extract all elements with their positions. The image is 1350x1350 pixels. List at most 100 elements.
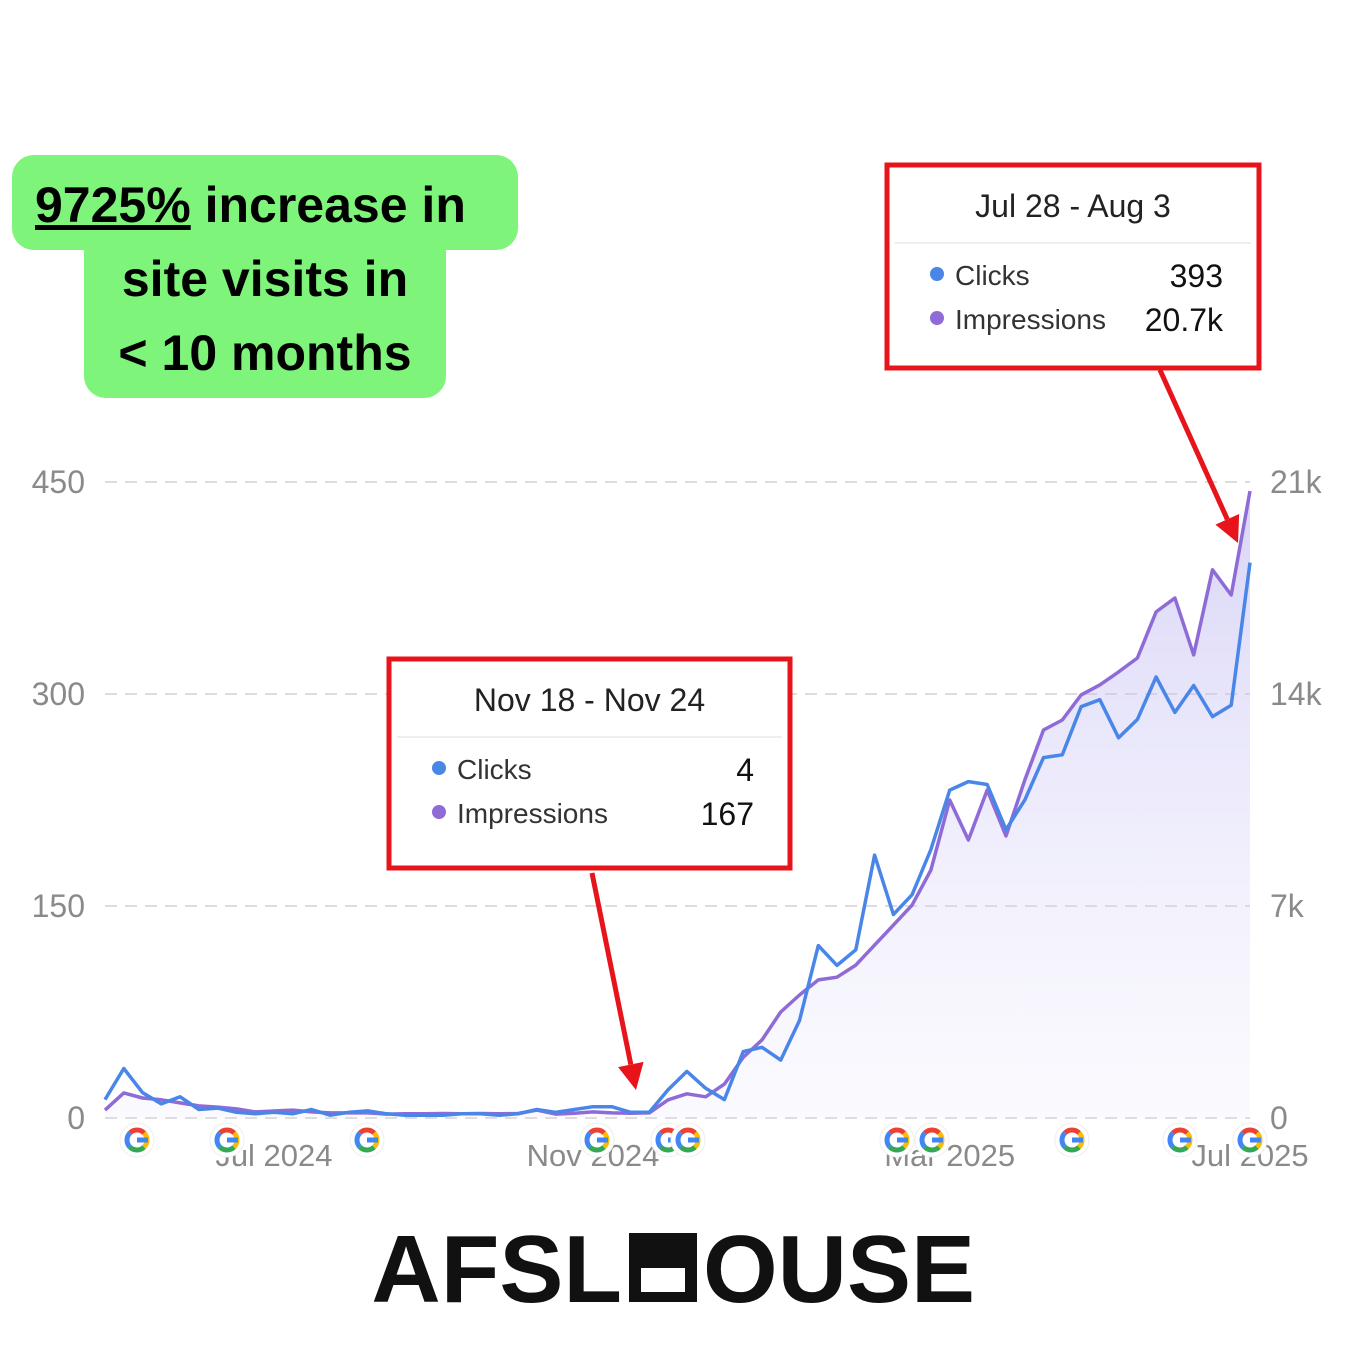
icon-bar (137, 1137, 148, 1143)
icon-arc (919, 1127, 945, 1153)
arrow-head (1215, 513, 1240, 543)
tooltip-title: Nov 18 - Nov 24 (474, 682, 705, 718)
tooltip: Nov 18 - Nov 24 Clicks 4 Impressions 167 (386, 656, 793, 1090)
icon-bar (688, 1137, 699, 1143)
headline-bg (12, 155, 518, 250)
icon-arc (655, 1127, 681, 1153)
icon-bar (367, 1137, 378, 1143)
icon-arc (884, 1127, 910, 1153)
icon-arc (1237, 1127, 1263, 1153)
icon-arc (1167, 1127, 1193, 1153)
icon-arc (214, 1127, 240, 1153)
arrow-shaft (1157, 368, 1230, 521)
icon-bar (1250, 1137, 1261, 1143)
tooltip: Jul 28 - Aug 3 Clicks 393 Impressions 20.7k (884, 162, 1262, 543)
icon-arc (675, 1127, 701, 1153)
brand-square-inner (641, 1268, 685, 1292)
y-tick-label: 150 (32, 888, 85, 924)
google-update-icon (1054, 1122, 1090, 1158)
icon-arc (919, 1127, 945, 1153)
headline-line: < 10 months (118, 325, 411, 381)
google-update-icon (1162, 1122, 1198, 1158)
tooltip-title: Jul 28 - Aug 3 (975, 188, 1171, 224)
google-update-icon (119, 1122, 155, 1158)
y-tick-label: 450 (32, 464, 85, 500)
icon-arc (354, 1127, 380, 1153)
google-update-icon (914, 1122, 950, 1158)
icon-arc (1059, 1127, 1085, 1153)
series-line (103, 562, 1252, 1117)
icon-bar (897, 1137, 908, 1143)
headline-line: site visits in (122, 251, 408, 307)
google-update-icon (1232, 1122, 1268, 1158)
tooltip-box (386, 656, 793, 871)
tooltip-series-name: Clicks (457, 754, 532, 785)
brand: AFSL OUSE (371, 1216, 975, 1323)
icon-arc (584, 1127, 610, 1153)
y2-tick-label: 0 (1270, 1100, 1288, 1136)
icon-bar (1072, 1137, 1083, 1143)
icon-arc (124, 1127, 150, 1153)
tooltip-value: 20.7k (1145, 302, 1224, 338)
tooltip-series-name: Impressions (457, 798, 608, 829)
headline-bg (84, 230, 446, 398)
google-update-icon (670, 1122, 706, 1158)
tooltip-dot (432, 761, 446, 775)
y2-tick-label: 7k (1270, 888, 1305, 924)
icon-arc (584, 1127, 610, 1153)
icon-arc (1237, 1127, 1263, 1153)
google-update-icon (209, 1122, 245, 1158)
arrow-shaft (589, 872, 634, 1066)
y2-tick-label: 14k (1270, 676, 1323, 712)
google-update-icon (879, 1122, 915, 1158)
icon-arc (214, 1127, 240, 1153)
tooltip-dot (432, 805, 446, 819)
icon-arc (675, 1127, 701, 1153)
icon-arc (884, 1127, 910, 1153)
arrow-head (618, 1061, 644, 1090)
icon-bar (227, 1137, 238, 1143)
icon-arc (675, 1127, 701, 1153)
brand-right: OUSE (703, 1216, 975, 1323)
tooltip-box (884, 162, 1262, 371)
icon-arc (1237, 1127, 1263, 1153)
google-update-icon (349, 1122, 385, 1158)
y-tick-label: 0 (67, 1100, 85, 1136)
tooltip-value: 393 (1170, 258, 1223, 294)
icon-arc (919, 1127, 945, 1153)
icon-bar (597, 1137, 608, 1143)
icon-arc (655, 1127, 681, 1153)
headline: 9725% increase in site visits in < 10 mo… (12, 155, 518, 398)
icon-arc (214, 1127, 240, 1153)
google-update-icon (579, 1122, 615, 1158)
icon-arc (124, 1127, 150, 1153)
headline-text: increase in (205, 177, 466, 233)
tooltip-series-name: Impressions (955, 304, 1106, 335)
icon-arc (124, 1127, 150, 1153)
tooltip-series-name: Clicks (955, 260, 1030, 291)
icon-arc (1167, 1127, 1193, 1153)
icon-arc (1167, 1127, 1193, 1153)
icon-arc (1059, 1127, 1085, 1153)
icon-arc (354, 1127, 380, 1153)
y-tick-label: 300 (32, 676, 85, 712)
brand-left: AFSL (371, 1216, 622, 1323)
series-area (105, 491, 1250, 1119)
tooltip-value: 167 (701, 796, 754, 832)
tooltip-value: 4 (736, 752, 754, 788)
icon-bar (932, 1137, 943, 1143)
icon-arc (1059, 1127, 1085, 1153)
headline-line: 9725% increase in (35, 177, 466, 233)
series-line (103, 490, 1252, 1116)
headline-highlight: 9725% (35, 177, 191, 233)
icon-arc (354, 1127, 380, 1153)
y2-tick-label: 21k (1270, 464, 1323, 500)
tooltip-dot (930, 311, 944, 325)
icon-bar (1180, 1137, 1191, 1143)
icon-arc (884, 1127, 910, 1153)
tooltip-dot (930, 267, 944, 281)
icon-arc (584, 1127, 610, 1153)
